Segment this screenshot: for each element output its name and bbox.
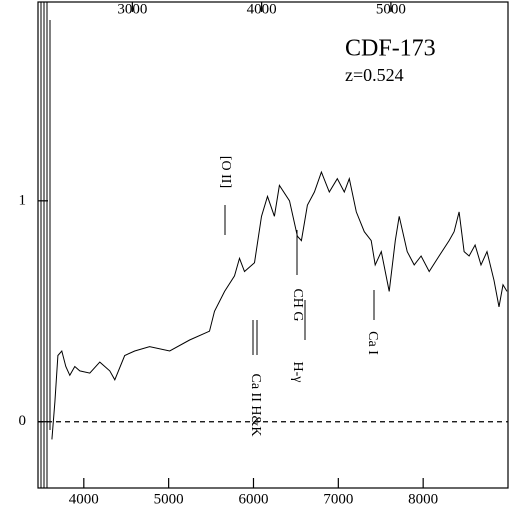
spectrum-line xyxy=(51,170,508,440)
x-tick-label: 7000 xyxy=(323,491,353,507)
subtitle: z=0.524 xyxy=(345,65,404,85)
x-tick-label: 5000 xyxy=(154,491,184,507)
x-tick-label: 8000 xyxy=(408,491,438,507)
edge-noise xyxy=(40,2,51,488)
title: CDF-173 xyxy=(345,36,436,62)
x-tick-label: 4000 xyxy=(69,491,99,507)
annotation-label: Ca I xyxy=(365,331,380,355)
plot-frame xyxy=(37,1,509,489)
x-tick-label: 6000 xyxy=(238,491,268,507)
y-tick-label: 0 xyxy=(19,413,27,429)
x2-tick-label: 3000 xyxy=(117,1,147,17)
annotation-label: [O II] xyxy=(218,156,233,188)
y-tick-label: 1 xyxy=(19,192,27,208)
x2-tick-label: 4000 xyxy=(247,1,277,17)
x2-tick-label: 5000 xyxy=(376,1,406,17)
annotation-label: H-γ xyxy=(290,362,305,383)
annotation-label: Ca II H&K xyxy=(248,374,263,437)
annotation-label: CH G xyxy=(290,288,305,321)
